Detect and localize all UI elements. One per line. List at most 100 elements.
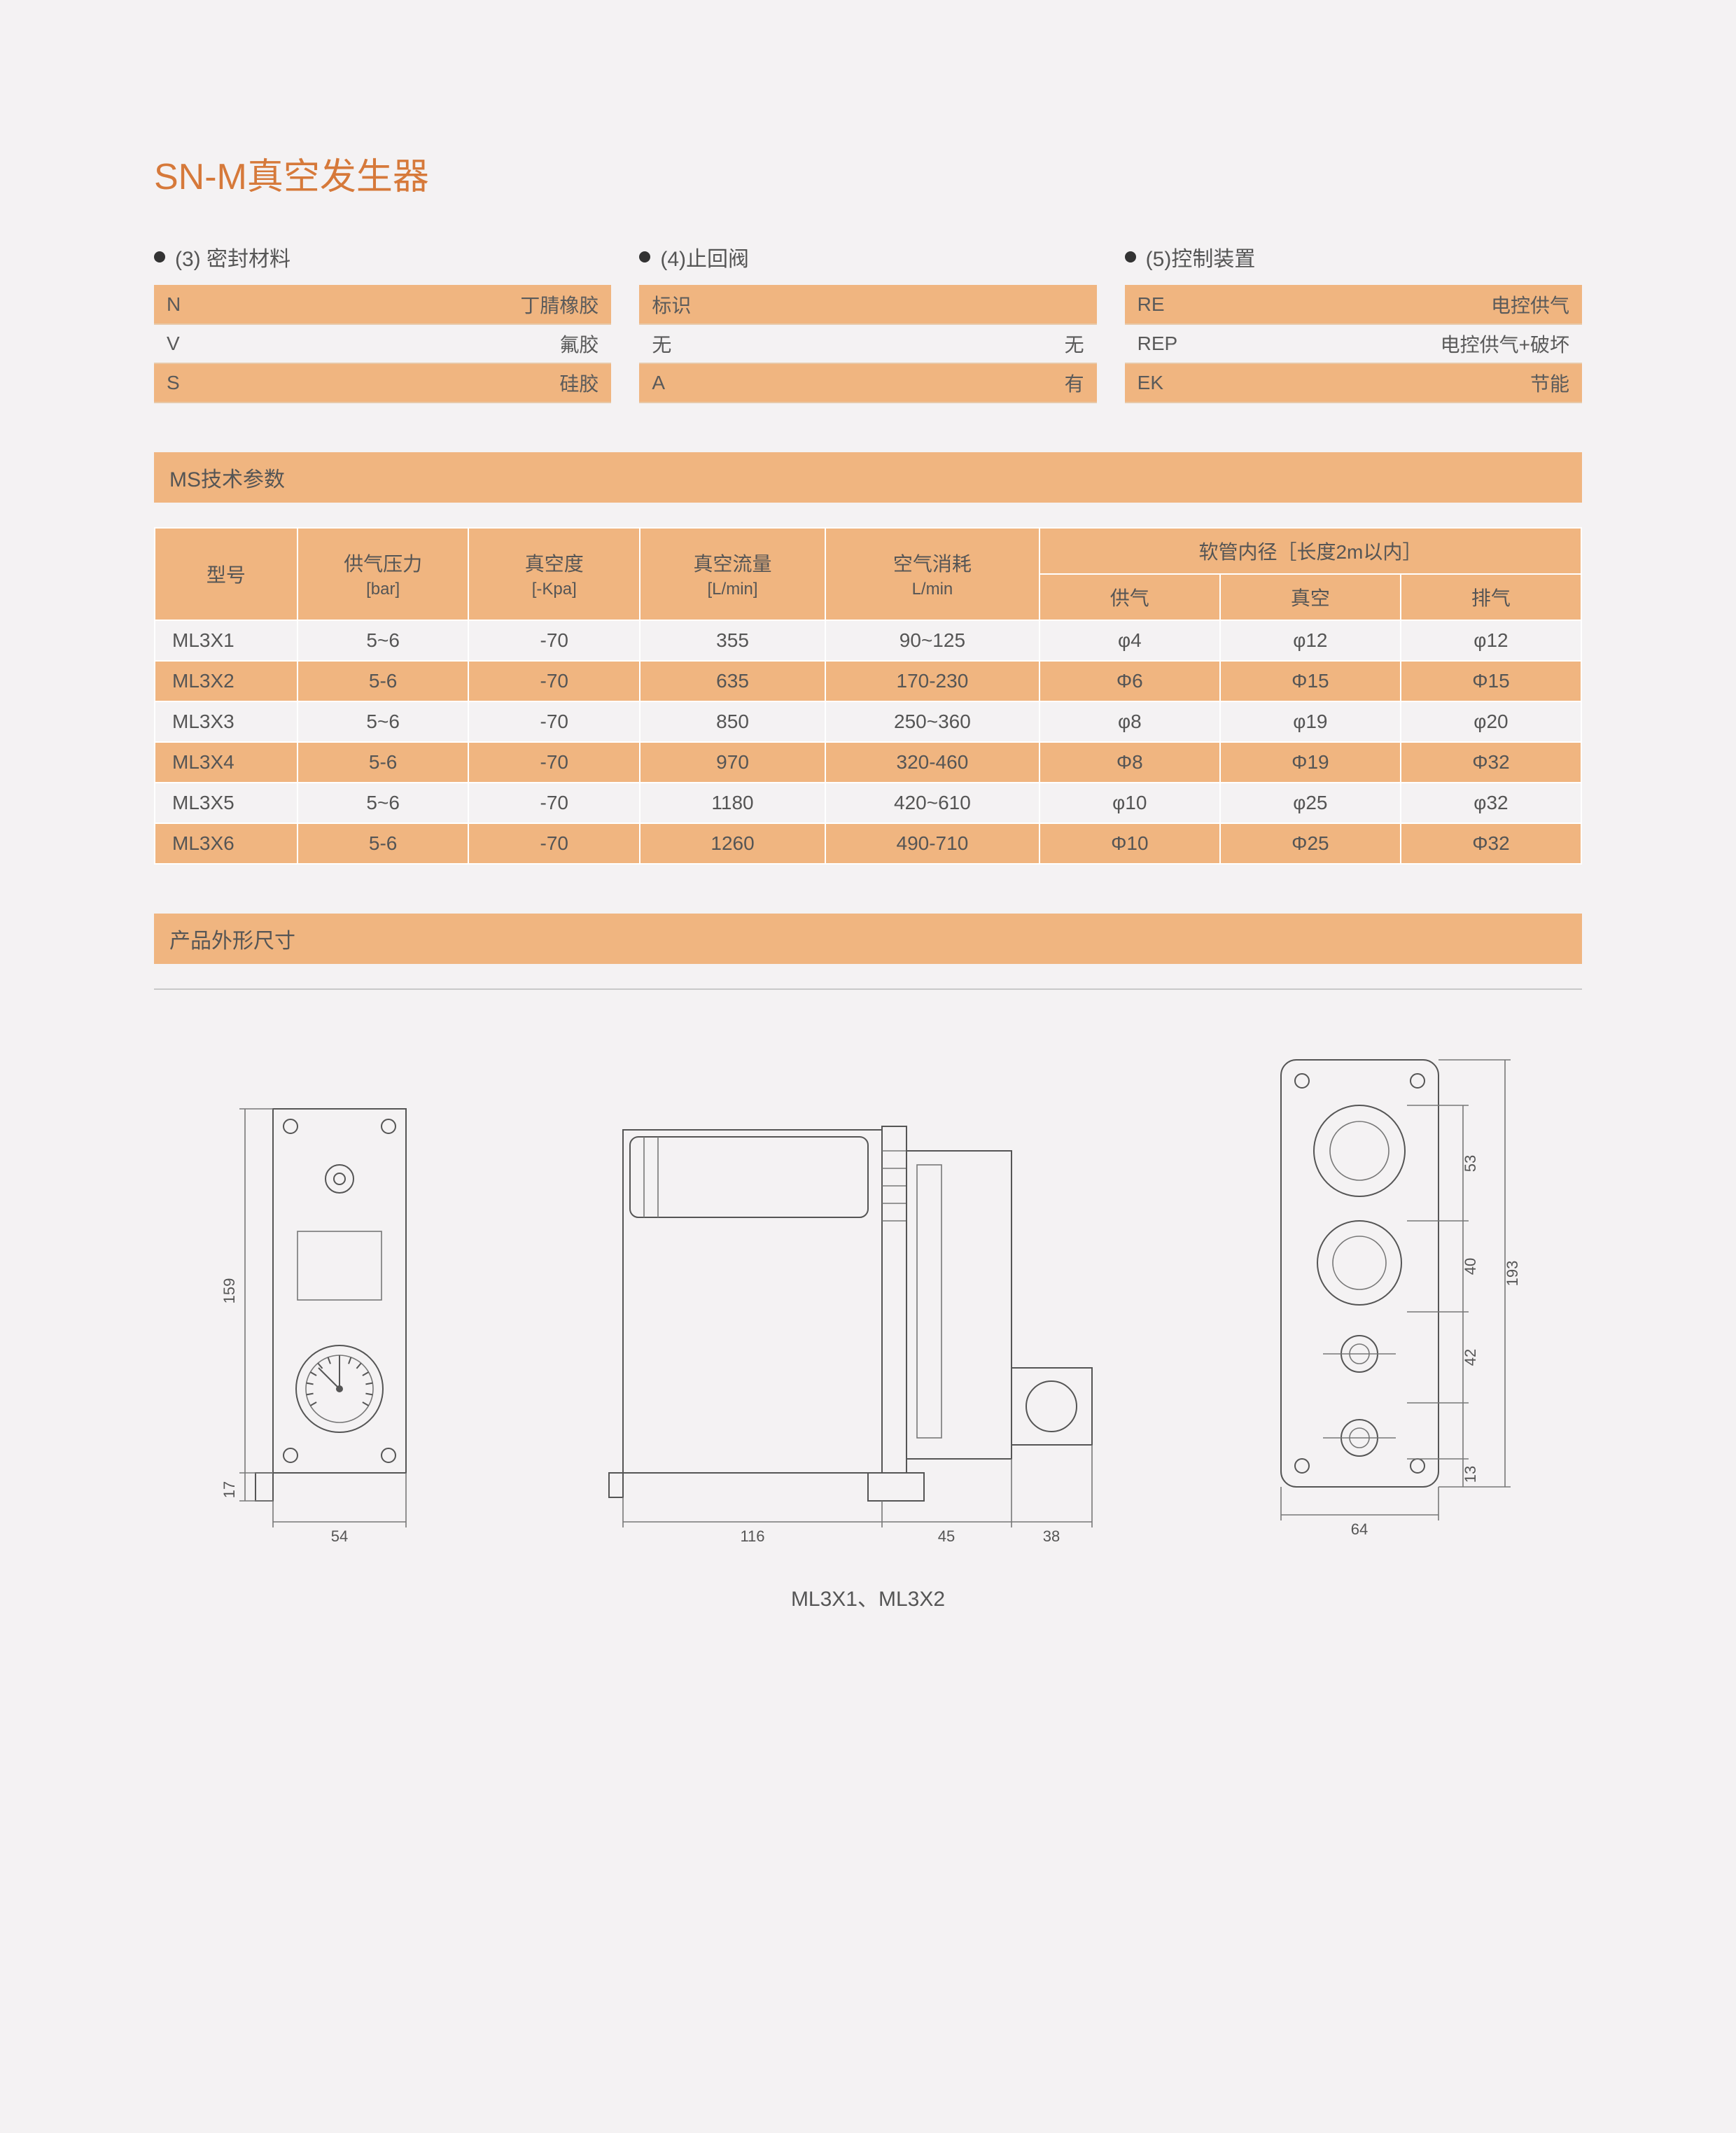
option-code: RE xyxy=(1125,285,1317,324)
cell-pressure: 5-6 xyxy=(298,742,469,783)
bullet-icon xyxy=(639,251,650,263)
cell-model: ML3X1 xyxy=(155,620,298,661)
option-label: 节能 xyxy=(1317,363,1582,403)
cell-vacuum: -70 xyxy=(468,742,640,783)
section-3-seal-material: (3) 密封材料 N丁腈橡胶V氟胶S硅胶 xyxy=(154,242,611,403)
cell-vacuum: -70 xyxy=(468,620,640,661)
col-pressure-label: 供气压力 xyxy=(344,553,422,575)
cell-hose-supply: φ4 xyxy=(1040,620,1220,661)
cell-model: ML3X5 xyxy=(155,783,298,823)
divider xyxy=(154,988,1582,990)
cell-vflow: 850 xyxy=(640,701,825,742)
bullet-icon xyxy=(1125,251,1136,263)
cell-vflow: 1260 xyxy=(640,823,825,864)
cell-hose-vacuum: φ12 xyxy=(1220,620,1401,661)
option-code: S xyxy=(154,363,346,403)
col-air-unit: L/min xyxy=(832,580,1033,599)
cell-hose-exhaust: Φ32 xyxy=(1401,742,1581,783)
option-label: 电控供气 xyxy=(1317,285,1582,324)
cell-hose-exhaust: φ20 xyxy=(1401,701,1581,742)
cell-vflow: 635 xyxy=(640,661,825,701)
section-3-heading: (3) 密封材料 xyxy=(154,242,611,272)
dim-back-width: 64 xyxy=(1351,1520,1368,1538)
option-label: 氟胶 xyxy=(346,324,611,363)
table-row: 标识 xyxy=(639,285,1096,324)
col-model-label: 型号 xyxy=(206,564,246,586)
col-hose-group: 软管内径［长度2m以内］ xyxy=(1040,528,1581,574)
table-row: S硅胶 xyxy=(154,363,611,403)
dim-side-main: 116 xyxy=(740,1527,764,1545)
option-tables-row: (3) 密封材料 N丁腈橡胶V氟胶S硅胶 (4)止回阀 标识无无A有 (5)控制… xyxy=(154,242,1582,403)
page-title: SN-M真空发生器 xyxy=(154,147,1582,200)
cell-air: 170-230 xyxy=(825,661,1040,701)
dim-back-mid: 40 xyxy=(1462,1258,1479,1275)
col-pressure-unit: [bar] xyxy=(304,580,463,599)
spec-heading-bar: MS技术参数 xyxy=(154,452,1582,503)
drawing-back-view: 193 53 40 42 13 64 xyxy=(1239,1032,1561,1550)
cell-vacuum: -70 xyxy=(468,823,640,864)
cell-air: 250~360 xyxy=(825,701,1040,742)
cell-model: ML3X6 xyxy=(155,823,298,864)
dim-back-low: 42 xyxy=(1462,1349,1479,1366)
option-label xyxy=(832,285,1097,324)
cell-hose-exhaust: Φ15 xyxy=(1401,661,1581,701)
cell-air: 490-710 xyxy=(825,823,1040,864)
cell-hose-exhaust: φ12 xyxy=(1401,620,1581,661)
dim-front-foot: 17 xyxy=(220,1481,238,1498)
cell-hose-vacuum: Φ19 xyxy=(1220,742,1401,783)
gauge-icon xyxy=(296,1345,383,1432)
option-code: REP xyxy=(1125,324,1317,363)
table-row: REP电控供气+破坏 xyxy=(1125,324,1582,363)
table-row: ML3X35~6-70850250~360φ8φ19φ20 xyxy=(155,701,1581,742)
cell-vacuum: -70 xyxy=(468,661,640,701)
table-row: V氟胶 xyxy=(154,324,611,363)
table-row: N丁腈橡胶 xyxy=(154,285,611,324)
option-code: EK xyxy=(1125,363,1317,403)
spec-table-wrap: 型号 供气压力 [bar] 真空度 [-Kpa] 真空流量 [L/min] xyxy=(154,527,1582,865)
section-3-heading-text: (3) 密封材料 xyxy=(175,242,290,272)
spec-table-body: ML3X15~6-7035590~125φ4φ12φ12ML3X25-6-706… xyxy=(155,620,1581,864)
table-row: ML3X55~6-701180420~610φ10φ25φ32 xyxy=(155,783,1581,823)
cell-hose-supply: Φ8 xyxy=(1040,742,1220,783)
table-row: ML3X25-6-70635170-230Φ6Φ15Φ15 xyxy=(155,661,1581,701)
table-row: EK节能 xyxy=(1125,363,1582,403)
option-code: 无 xyxy=(639,324,831,363)
cell-model: ML3X4 xyxy=(155,742,298,783)
section-4-check-valve: (4)止回阀 标识无无A有 xyxy=(639,242,1096,403)
cell-vflow: 970 xyxy=(640,742,825,783)
section-4-table: 标识无无A有 xyxy=(639,285,1096,403)
cell-hose-exhaust: Φ32 xyxy=(1401,823,1581,864)
spec-table-head: 型号 供气压力 [bar] 真空度 [-Kpa] 真空流量 [L/min] xyxy=(155,528,1581,620)
option-label: 丁腈橡胶 xyxy=(346,285,611,324)
col-vacuum-label: 真空度 xyxy=(525,553,584,575)
option-label: 有 xyxy=(832,363,1097,403)
col-air: 空气消耗 L/min xyxy=(825,528,1040,620)
datasheet-page: SN-M真空发生器 (3) 密封材料 N丁腈橡胶V氟胶S硅胶 (4)止回阀 标识… xyxy=(0,0,1736,2133)
table-row: ML3X65-6-701260490-710Φ10Φ25Φ32 xyxy=(155,823,1581,864)
col-hose-vacuum: 真空 xyxy=(1220,574,1401,620)
table-row: RE电控供气 xyxy=(1125,285,1582,324)
col-hose-label: 软管内径［长度2m以内］ xyxy=(1198,541,1422,563)
section-4-heading: (4)止回阀 xyxy=(639,242,1096,272)
cell-air: 90~125 xyxy=(825,620,1040,661)
col-pressure: 供气压力 [bar] xyxy=(298,528,469,620)
drawing-caption: ML3X1、ML3X2 xyxy=(154,1581,1582,1612)
dim-back-top: 53 xyxy=(1462,1155,1479,1172)
col-vacuum-unit: [-Kpa] xyxy=(475,580,634,599)
section-3-table: N丁腈橡胶V氟胶S硅胶 xyxy=(154,285,611,403)
drawing-side-view: 116 45 38 xyxy=(588,1060,1120,1550)
cell-model: ML3X2 xyxy=(155,661,298,701)
section-5-control-device: (5)控制装置 RE电控供气REP电控供气+破坏EK节能 xyxy=(1125,242,1582,403)
dim-back-bot: 13 xyxy=(1462,1466,1479,1483)
cell-vacuum: -70 xyxy=(468,701,640,742)
cell-hose-supply: φ10 xyxy=(1040,783,1220,823)
col-vflow-unit: [L/min] xyxy=(646,580,819,599)
cell-hose-vacuum: Φ25 xyxy=(1220,823,1401,864)
cell-vacuum: -70 xyxy=(468,783,640,823)
option-label: 无 xyxy=(832,324,1097,363)
cell-pressure: 5~6 xyxy=(298,783,469,823)
spec-table: 型号 供气压力 [bar] 真空度 [-Kpa] 真空流量 [L/min] xyxy=(154,527,1582,865)
cell-hose-supply: φ8 xyxy=(1040,701,1220,742)
option-label: 电控供气+破坏 xyxy=(1317,324,1582,363)
drawing-front-view: 159 17 54 xyxy=(175,1060,469,1550)
